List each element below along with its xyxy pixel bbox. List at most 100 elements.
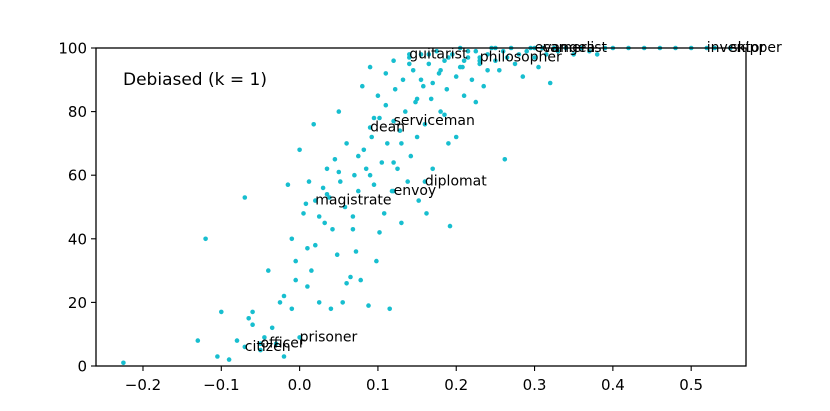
labeled-data-point <box>367 125 373 130</box>
data-point <box>403 109 408 114</box>
data-point <box>366 303 371 308</box>
data-point <box>594 52 600 57</box>
y-axis-ticks: 0 20 40 60 80 100 <box>58 40 96 376</box>
data-point <box>430 166 436 172</box>
data-point <box>442 112 447 118</box>
data-point <box>430 80 436 86</box>
data-point <box>297 147 302 153</box>
data-point <box>414 134 420 140</box>
data-point <box>408 153 414 159</box>
data-point <box>555 48 561 54</box>
data-point <box>344 281 349 286</box>
data-point <box>226 357 232 362</box>
data-point <box>381 211 387 216</box>
x-axis-ticks: −0.2 −0.1 0.0 0.1 0.2 0.3 0.4 0.5 <box>125 366 703 394</box>
data-point <box>395 166 400 172</box>
data-point <box>504 55 510 60</box>
data-point <box>465 55 471 60</box>
data-point <box>305 246 310 251</box>
labeled-data-point <box>258 341 263 347</box>
labeled-data-point <box>391 188 396 194</box>
x-tick-label: 0.4 <box>601 376 625 394</box>
point-label: officer <box>261 336 305 352</box>
labeled-data-point <box>297 335 302 340</box>
data-point <box>385 141 390 146</box>
data-point <box>516 52 522 57</box>
data-point <box>414 96 420 102</box>
data-point <box>273 341 279 347</box>
data-point <box>392 87 398 92</box>
data-point <box>250 309 255 315</box>
data-point <box>363 166 369 172</box>
data-point <box>473 99 479 105</box>
data-point <box>277 300 283 305</box>
data-point <box>481 83 487 89</box>
data-point <box>477 58 483 63</box>
y-tick-label: 40 <box>68 230 87 248</box>
point-label: dean <box>370 120 405 136</box>
data-point <box>405 179 411 184</box>
data-point <box>387 306 393 312</box>
data-point <box>379 160 385 165</box>
data-point <box>438 68 443 73</box>
data-point <box>485 52 490 57</box>
point-label: envoy <box>394 183 437 199</box>
data-point <box>418 52 424 57</box>
data-point <box>442 58 447 63</box>
data-point <box>344 141 349 146</box>
data-point <box>485 68 490 73</box>
data-point <box>536 64 541 70</box>
data-point <box>342 204 348 210</box>
data-point <box>493 58 498 63</box>
data-point <box>336 109 342 114</box>
data-point <box>532 55 537 60</box>
data-point <box>400 77 406 83</box>
labeled-data-point <box>313 198 318 203</box>
data-point <box>399 220 404 226</box>
data-point <box>234 338 240 343</box>
data-point <box>438 109 443 114</box>
data-point <box>375 93 381 98</box>
data-point <box>301 211 306 216</box>
data-point <box>450 52 455 57</box>
data-point <box>377 115 382 121</box>
data-point <box>547 80 553 86</box>
x-tick-label: 0.5 <box>679 376 703 394</box>
labeled-data-point <box>242 344 248 350</box>
data-point <box>195 338 201 343</box>
data-point <box>203 236 208 242</box>
data-point <box>367 64 373 70</box>
data-point <box>289 306 295 312</box>
data-point <box>242 195 248 200</box>
data-point <box>262 335 267 340</box>
data-point <box>360 83 365 89</box>
data-point <box>434 48 440 54</box>
data-point <box>330 227 335 232</box>
x-tick-label: 0.3 <box>523 376 547 394</box>
data-point <box>469 77 475 83</box>
data-point <box>391 58 396 63</box>
data-point <box>258 347 263 353</box>
data-point <box>350 214 356 219</box>
point-label: citizen <box>245 339 291 355</box>
data-point <box>348 274 353 280</box>
data-point <box>289 236 295 242</box>
data-point <box>502 157 508 162</box>
data-point <box>313 242 318 248</box>
x-tick-label: 0.1 <box>366 376 390 394</box>
data-point <box>426 52 432 57</box>
data-point <box>416 198 422 203</box>
point-label: diplomat <box>425 174 487 190</box>
data-point <box>587 48 592 54</box>
point-label: guitarist <box>409 46 468 62</box>
data-point <box>215 354 220 359</box>
point-label: prisoner <box>300 329 358 345</box>
data-point <box>324 192 330 197</box>
data-point <box>246 316 251 321</box>
data-point <box>250 322 255 328</box>
x-tick-label: 0.0 <box>288 376 312 394</box>
data-point <box>316 300 322 305</box>
data-point <box>383 71 389 76</box>
data-point <box>374 258 379 264</box>
